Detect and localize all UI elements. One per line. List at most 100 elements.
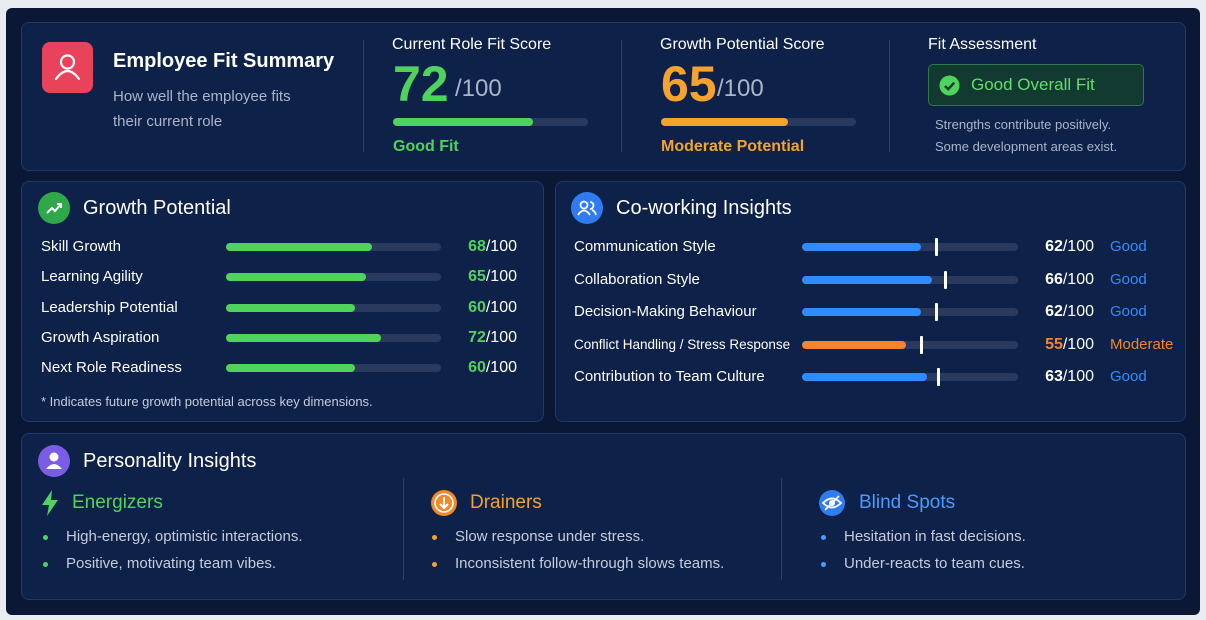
bar (802, 275, 932, 284)
energizer-icon (42, 490, 58, 516)
score-marker (934, 238, 938, 256)
score-value: 62 (1045, 303, 1063, 320)
score-value: 65 (468, 268, 486, 286)
score-bar (393, 118, 534, 126)
score-max: /100 (485, 268, 517, 286)
bar (226, 333, 381, 342)
growth-icon (38, 192, 70, 224)
bar (226, 243, 373, 251)
score-value: 55 (1045, 335, 1063, 353)
score-max: /100 (485, 359, 517, 376)
row-label: Leadership Potential (41, 298, 178, 316)
verdict-badge: Good Overall Fit (928, 64, 1144, 106)
row-score: 68/100 (468, 237, 517, 257)
score-max: /100 (1062, 335, 1094, 353)
row-label: Communication Style (574, 238, 716, 255)
row-label: Conflict Handling / Stress Response (574, 336, 791, 352)
score-marker (943, 270, 947, 289)
bullet (432, 534, 437, 540)
bar (802, 373, 928, 381)
row-label: Contribution to Team Culture (574, 368, 765, 385)
bar (226, 364, 355, 372)
group-item: Under-reacts to team cues. (844, 555, 1025, 572)
score-max: /100 (485, 298, 517, 316)
score-track (393, 118, 588, 126)
assessment-note: Strengths contribute positively. (935, 117, 1112, 132)
coworking-panel (555, 181, 1186, 422)
assessment-label: Fit Assessment (928, 36, 1037, 53)
bar (802, 308, 921, 316)
score-max: /100 (455, 75, 502, 102)
row-score: 55/100 (1045, 335, 1094, 355)
bar-track (802, 335, 1018, 354)
bar-track (802, 368, 1018, 386)
group-item: Slow response under stress. (455, 528, 645, 545)
divider (403, 478, 404, 580)
bullet (821, 534, 826, 540)
divider (363, 40, 364, 152)
score-bar (661, 118, 788, 126)
bar (802, 243, 921, 251)
bar-track (802, 270, 1018, 289)
divider (621, 40, 622, 152)
summary-title: Employee Fit Summary (113, 50, 335, 72)
person-icon (38, 445, 70, 477)
score-max: /100 (485, 328, 517, 346)
score-max: /100 (717, 75, 764, 102)
score-max: /100 (1062, 368, 1094, 385)
assessment-note: Some development areas exist. (935, 139, 1118, 154)
section-title: Co-working Insights (616, 197, 792, 219)
score-value: 63 (1045, 368, 1063, 385)
bar-track (802, 303, 1018, 321)
bar-track (226, 333, 441, 342)
personality-panel (21, 433, 1186, 600)
verdict: Good Overall Fit (971, 75, 1095, 94)
score-max: /100 (1062, 303, 1094, 320)
row-score: 62/100 (1045, 302, 1094, 322)
summary-subtitle: How well the employee fits their current… (113, 88, 291, 130)
bullet (43, 534, 48, 540)
group-title: Blind Spots (859, 492, 956, 513)
row-score: 60/100 (468, 298, 517, 318)
score-max: /100 (1062, 238, 1094, 255)
bullet (821, 561, 826, 567)
score-status: Good Fit (393, 138, 459, 155)
bar-track (226, 243, 441, 251)
score-marker (934, 303, 938, 321)
score-value: 72 (393, 56, 449, 112)
section-title: Growth Potential (83, 197, 231, 219)
score-label: Growth Potential Score (660, 36, 825, 53)
bar-track (226, 273, 441, 282)
group-item: High-energy, optimistic interactions. (66, 528, 303, 545)
bar (802, 340, 906, 349)
bar (226, 273, 366, 282)
row-label: Growth Aspiration (41, 328, 160, 346)
row-score: 62/100 (1045, 237, 1094, 257)
row-score: 63/100 (1045, 367, 1094, 387)
score-value: 60 (468, 359, 486, 376)
score-track (661, 118, 856, 126)
row-score: 60/100 (468, 358, 517, 378)
score-value: 66 (1045, 270, 1063, 288)
row-label: Collaboration Style (574, 270, 700, 288)
group-item: Inconsistent follow-through slows teams. (455, 555, 725, 572)
check-icon (939, 75, 960, 96)
score-value: 62 (1045, 238, 1063, 255)
group-item: Hesitation in fast decisions. (844, 528, 1026, 545)
score-status: Moderate Potential (661, 138, 805, 155)
score-value: 68 (468, 238, 486, 255)
row-score: 65/100 (468, 267, 517, 287)
row-label: Skill Growth (41, 238, 122, 255)
score-value: 60 (468, 298, 486, 316)
row-label: Learning Agility (41, 268, 143, 286)
group-title: Drainers (470, 492, 542, 513)
bar-track (226, 303, 441, 312)
divider (889, 40, 890, 152)
section-title: Personality Insights (83, 450, 257, 472)
divider (781, 478, 782, 580)
score-label: Current Role Fit Score (392, 36, 552, 53)
row-label: Next Role Readiness (41, 359, 182, 376)
row-label: Decision-Making Behaviour (574, 303, 757, 320)
score-value: 65 (661, 56, 717, 112)
profile-icon (42, 42, 93, 93)
